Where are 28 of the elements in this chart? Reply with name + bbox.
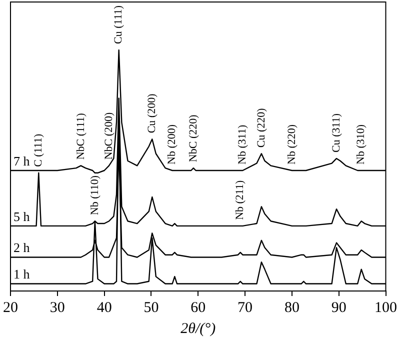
x-tick-label: 50 bbox=[144, 300, 159, 316]
x-tick-label: 90 bbox=[331, 300, 346, 316]
annotation: Nb (311) bbox=[236, 124, 249, 164]
annotation: NbC (200) bbox=[102, 112, 115, 160]
x-tick-label: 70 bbox=[238, 300, 253, 316]
x-tick-label: 30 bbox=[50, 300, 65, 316]
x-axis-title: 2θ/(°) bbox=[180, 320, 216, 337]
series-label: 2 h bbox=[14, 240, 30, 256]
x-tick-label: 100 bbox=[374, 300, 397, 316]
annotation: Nb (310) bbox=[355, 124, 368, 164]
x-tick-label: 60 bbox=[190, 300, 206, 316]
annotation: Cu (200) bbox=[146, 93, 158, 134]
annotation: Cu (220) bbox=[255, 108, 268, 148]
x-tick-label: 40 bbox=[96, 300, 112, 316]
series-label: 7 h bbox=[14, 153, 30, 168]
x-tick-label: 20 bbox=[3, 300, 18, 316]
annotation: Cu (311) bbox=[330, 113, 342, 152]
annotation: Nb (110) bbox=[88, 175, 101, 216]
x-tick-label: 80 bbox=[284, 300, 300, 316]
series-label: 1 h bbox=[14, 266, 30, 282]
annotation: Nb (200) bbox=[166, 124, 178, 164]
annotation: Nb (211) bbox=[234, 180, 246, 220]
annotation: NbC (220) bbox=[187, 114, 200, 162]
annotation: NbC (111) bbox=[74, 112, 87, 160]
annotation: C (111) bbox=[32, 133, 45, 167]
series-label: 5 h bbox=[14, 208, 30, 224]
annotation: Cu (111) bbox=[112, 5, 125, 44]
annotation: Nb (220) bbox=[286, 124, 298, 164]
